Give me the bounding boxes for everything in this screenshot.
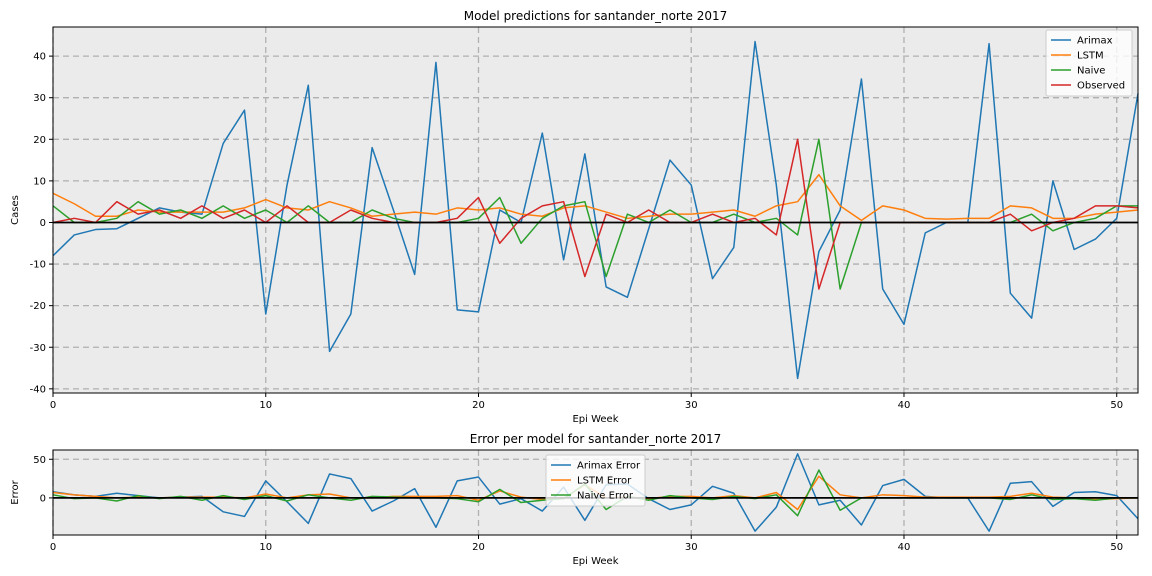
- y-tick-label: -10: [30, 260, 46, 271]
- legend-label: Observed: [1077, 81, 1125, 92]
- x-tick-label: 40: [898, 542, 911, 553]
- x-tick-label: 50: [1110, 400, 1123, 411]
- x-tick-label: 10: [259, 400, 272, 411]
- predictions-series-line-1: [52, 173, 1139, 222]
- y-tick-label: -30: [30, 343, 46, 354]
- error-chart-title: Error per model for santander_norte 2017: [470, 432, 721, 446]
- legend-label: LSTM: [1077, 51, 1104, 62]
- predictions-chart-title: Model predictions for santander_norte 20…: [464, 9, 728, 23]
- x-tick-label: 40: [898, 400, 911, 411]
- y-tick-label: 40: [33, 52, 46, 63]
- y-tick-label: 0: [40, 493, 46, 504]
- y-tick-label: 50: [33, 455, 46, 466]
- x-tick-label: 0: [50, 542, 56, 553]
- error-chart: 0 10 20 30 40 50 0 50 Error per model for santan…: [10, 432, 1139, 567]
- legend-box: [1045, 29, 1133, 97]
- predictions-legend: Arimax LSTM Naive Observed: [1045, 29, 1133, 97]
- x-tick-label: 30: [685, 400, 698, 411]
- y-tick-label: 0: [40, 218, 46, 229]
- x-tick-label: 20: [472, 542, 485, 553]
- y-tick-label: -40: [30, 384, 46, 395]
- x-tick-label: 0: [50, 400, 56, 411]
- predictions-chart: 0 10 20 30 40 50 -40 -30 -20 -10 0 10 20 30 40 Model pr…: [10, 9, 1139, 425]
- y-tick-label: 10: [33, 176, 46, 187]
- x-tick-label: 30: [685, 542, 698, 553]
- x-tick-label: 10: [259, 542, 272, 553]
- legend-label: Arimax: [1077, 36, 1113, 47]
- y-tick-label: 20: [33, 135, 46, 146]
- legend-label: LSTM Error: [577, 476, 632, 487]
- y-tick-label: -20: [30, 301, 46, 312]
- error-y-axis-label: Error: [10, 479, 21, 504]
- error-x-axis-label: Epi Week: [572, 556, 618, 567]
- legend-label: Naive: [1077, 66, 1105, 77]
- legend-box: [545, 454, 646, 507]
- x-tick-label: 50: [1110, 542, 1123, 553]
- legend-label: Arimax Error: [577, 461, 641, 472]
- y-tick-label: 30: [33, 93, 46, 104]
- error-legend: Arimax Error LSTM Error Naive Error: [545, 454, 646, 507]
- predictions-axes-frame: [52, 26, 1139, 394]
- predictions-x-axis-label: Epi Week: [572, 414, 618, 425]
- predictions-y-axis-label: Cases: [10, 195, 21, 225]
- error-axes-frame: [52, 449, 1139, 536]
- x-tick-label: 20: [472, 400, 485, 411]
- legend-label: Naive Error: [577, 491, 634, 502]
